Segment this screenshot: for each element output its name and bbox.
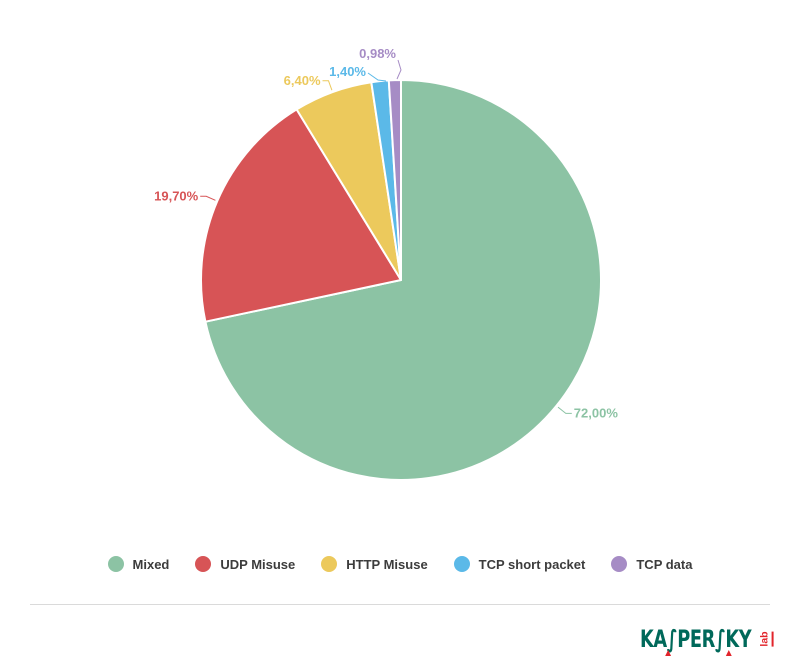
legend-item-tcp-short-packet[interactable]: TCP short packet [453,556,586,572]
legend-marker-icon [453,556,470,572]
data-label-tcp-data: 0,98% [359,46,396,61]
legend-label: HTTP Misuse [346,556,428,572]
legend-marker-icon [195,556,212,572]
legend-marker-icon [611,556,628,572]
pie-chart: 72,00% 19,70% 6,40% 1,40% 0,98% [154,46,619,481]
legend-label: Mixed [132,556,170,572]
legend-item-mixed[interactable]: Mixed [107,556,170,572]
legend-label: TCP short packet [478,556,586,572]
pie-slice-tcp-data[interactable] [387,79,402,281]
data-label-connector-tcp-short-packet [367,72,387,82]
legend-marker-icon [321,556,338,572]
legend-item-http-misuse[interactable]: HTTP Misuse [321,556,428,572]
pie-chart-canvas: 72,00% 19,70% 6,40% 1,40% 0,98% [154,46,619,481]
red-triangle-icon [665,650,672,656]
data-label-tcp-short-packet: 1,40% [329,64,366,79]
legend-item-udp-misuse[interactable]: UDP Misuse [195,556,295,572]
kaspersky-wordmark: KA∫PER∫KY [640,624,752,656]
data-label-connector-http-misuse [322,80,333,91]
pie-slice-udp-misuse[interactable] [200,108,402,323]
legend-label: UDP Misuse [220,556,296,572]
pie-slice-mixed[interactable] [204,79,602,481]
legend-label: TCP data [636,556,693,572]
kaspersky-logo: KA∫PER∫KY lab [640,624,774,658]
legend-marker-icon [107,556,124,572]
footer-divider [30,604,770,605]
kaspersky-brand-text: KA∫PER∫KY [640,625,752,653]
red-triangle-icon [725,650,732,656]
data-label-connector-mixed [557,406,572,414]
kaspersky-lab-text: lab [758,631,774,647]
data-label-connector-udp-misuse [200,195,216,201]
data-label-udp-misuse: 19,70% [154,188,199,203]
data-label-http-misuse: 6,40% [284,73,321,88]
chart-legend: Mixed UDP Misuse HTTP Misuse TCP short pack… [0,548,800,580]
data-label-connector-tcp-data [396,59,402,80]
legend-item-tcp-data[interactable]: TCP data [611,556,692,572]
data-label-mixed: 72,00% [574,405,619,420]
